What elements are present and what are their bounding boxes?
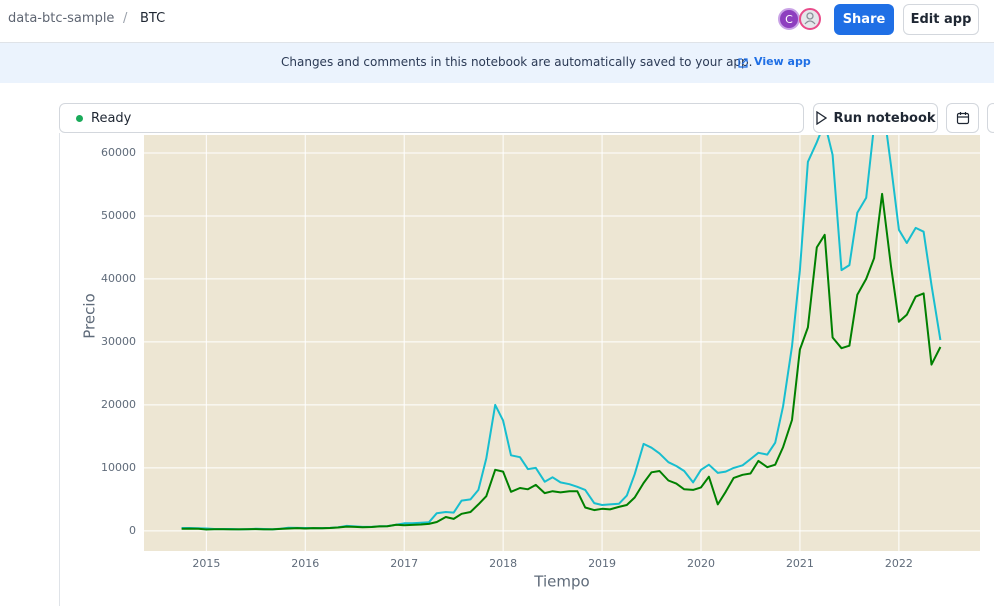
autosave-banner: Changes and comments in this notebook ar… — [0, 43, 994, 83]
y-tick-label: 40000 — [101, 272, 136, 285]
x-tick-label: 2015 — [192, 557, 220, 570]
top-bar: data-btc-sample / BTC C Share Edit app — [0, 0, 994, 43]
series-line — [181, 192, 942, 531]
y-tick-label: 20000 — [101, 398, 136, 411]
y-tick-label: 50000 — [101, 209, 136, 222]
view-app-link[interactable]: View app — [754, 55, 811, 68]
y-tick-label: 10000 — [101, 461, 136, 474]
x-tick-label: 2017 — [390, 557, 418, 570]
edit-app-button[interactable]: Edit app — [903, 4, 979, 35]
x-tick-label: 2019 — [588, 557, 616, 570]
plot-background — [144, 90, 980, 551]
schedule-button[interactable] — [946, 103, 979, 133]
y-tick-label: 0 — [129, 524, 136, 537]
run-notebook-label: Run notebook — [833, 110, 936, 126]
breadcrumb-app[interactable]: data-btc-sample — [8, 11, 115, 26]
calendar-icon — [956, 112, 969, 125]
y-tick-label: 60000 — [101, 146, 136, 159]
external-link-icon — [738, 58, 748, 68]
avatar[interactable]: C — [778, 8, 800, 30]
x-tick-label: 2020 — [687, 557, 715, 570]
y-tick-label: 30000 — [101, 335, 136, 348]
more-button[interactable] — [987, 103, 994, 133]
status-dot — [76, 115, 83, 122]
run-notebook-button[interactable]: Run notebook — [813, 103, 938, 133]
breadcrumb-separator: / — [123, 11, 128, 26]
y-axis-label: Precio — [81, 293, 99, 338]
avatar-user[interactable] — [798, 8, 822, 32]
banner-message: Changes and comments in this notebook ar… — [281, 55, 753, 69]
play-icon — [816, 111, 828, 125]
breadcrumb-page: BTC — [140, 11, 166, 26]
share-button[interactable]: Share — [834, 4, 894, 35]
x-tick-label: 2018 — [489, 557, 517, 570]
x-tick-label: 2021 — [786, 557, 814, 570]
x-tick-label: 2016 — [291, 557, 319, 570]
x-tick-label: 2022 — [885, 557, 913, 570]
status-box: Ready — [59, 103, 804, 133]
cell-border — [59, 133, 60, 606]
status-text: Ready — [91, 111, 132, 126]
x-axis-label: Tiempo — [533, 573, 589, 591]
